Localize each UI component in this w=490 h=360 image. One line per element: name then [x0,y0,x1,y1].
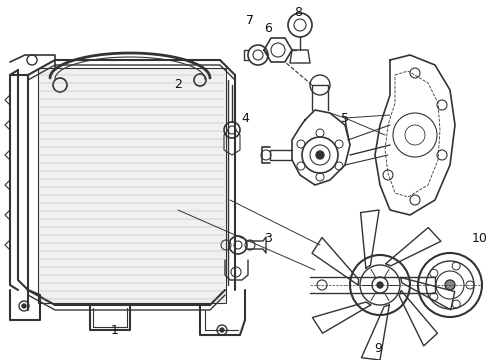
Circle shape [220,328,224,332]
Text: 3: 3 [264,231,272,244]
Text: 2: 2 [174,78,182,91]
Circle shape [316,151,324,159]
Text: 7: 7 [246,13,254,27]
Bar [38,68,226,303]
Text: 6: 6 [264,22,272,35]
Circle shape [377,282,383,288]
Text: 4: 4 [241,112,249,125]
Text: 8: 8 [294,5,302,18]
Circle shape [22,304,26,308]
Text: 5: 5 [341,112,349,125]
Circle shape [445,280,455,290]
Text: 9: 9 [374,342,382,355]
Text: 10: 10 [472,231,488,244]
Text: 1: 1 [111,324,119,337]
